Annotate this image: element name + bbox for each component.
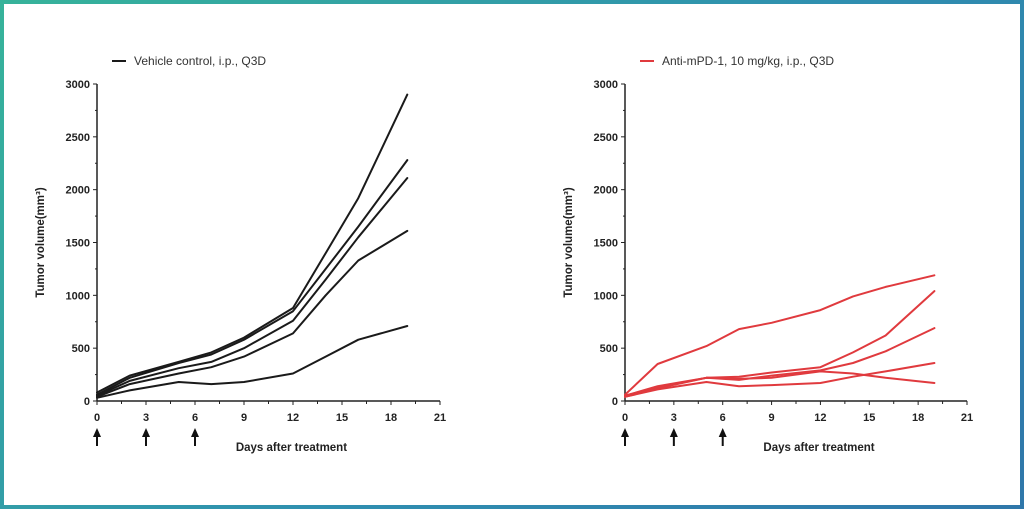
axes: 0 500 1000 1500 2000 2500 3000 0 3 6 9 12 15 18 21 — [66, 79, 447, 424]
dosing-arrow-icon — [718, 428, 727, 446]
y-tick-label: 0 — [84, 396, 90, 408]
dosing-arrows — [621, 428, 727, 446]
y-tick-label: 2500 — [66, 132, 90, 144]
series-lines — [624, 274, 936, 398]
x-tick-label: 12 — [287, 412, 299, 424]
series-line-2 — [624, 290, 936, 397]
legend-label: Vehicle control, i.p., Q3D — [134, 54, 266, 68]
y-tick-label: 1000 — [594, 290, 618, 302]
series-line-5 — [624, 362, 936, 398]
x-tick-label: 12 — [814, 412, 826, 424]
y-tick-label: 3000 — [594, 79, 618, 91]
y-axis-title: Tumor volume(mm³) — [563, 187, 575, 297]
y-tick-label: 2500 — [594, 132, 618, 144]
x-axis-title: Days after treatment — [236, 442, 347, 454]
x-tick-label: 18 — [912, 412, 924, 424]
y-tick-label: 2000 — [594, 185, 618, 197]
dosing-arrow-icon — [142, 428, 150, 446]
x-tick-label: 6 — [192, 412, 198, 424]
series-line-1 — [96, 93, 409, 394]
x-tick-label: 6 — [720, 412, 726, 424]
anti-mpd1-panel: Anti-mPD-1, 10 mg/kg, i.p., Q3D Tumor vo… — [563, 54, 973, 454]
y-axis-title: Tumor volume(mm³) — [35, 187, 47, 297]
y-tick-label: 500 — [600, 343, 618, 355]
x-axis-title: Days after treatment — [763, 442, 874, 454]
y-tick-label: 3000 — [66, 79, 90, 91]
series-line-2 — [96, 159, 409, 396]
series-line-5 — [96, 325, 409, 399]
dosing-arrow-icon — [669, 428, 678, 446]
y-tick-label: 1500 — [66, 238, 90, 250]
series-line-4 — [96, 229, 409, 398]
dosing-arrow-icon — [191, 428, 199, 446]
x-tick-label: 9 — [241, 412, 247, 424]
x-tick-label: 15 — [863, 412, 875, 424]
legend: Anti-mPD-1, 10 mg/kg, i.p., Q3D — [640, 54, 834, 68]
y-tick-label: 2000 — [66, 185, 90, 197]
x-tick-label: 0 — [94, 412, 100, 424]
x-tick-label: 0 — [622, 412, 628, 424]
y-tick-label: 1500 — [594, 238, 618, 250]
vehicle-control-panel: Vehicle control, i.p., Q3D Tumor volume(… — [35, 54, 446, 454]
x-tick-label: 21 — [961, 412, 973, 424]
series-lines — [96, 93, 409, 399]
x-tick-label: 21 — [434, 412, 446, 424]
y-tick-label: 0 — [612, 396, 618, 408]
y-tick-label: 1000 — [66, 290, 90, 302]
series-line-4 — [624, 370, 936, 398]
series-line-1 — [624, 274, 936, 396]
x-tick-label: 15 — [336, 412, 348, 424]
axes: 0 500 1000 1500 2000 2500 3000 0 3 6 9 12 15 18 21 — [594, 79, 974, 424]
legend-label: Anti-mPD-1, 10 mg/kg, i.p., Q3D — [662, 54, 834, 68]
dosing-arrows — [93, 428, 199, 446]
dosing-arrow-icon — [621, 428, 629, 446]
x-tick-label: 3 — [143, 412, 149, 424]
x-tick-label: 9 — [769, 412, 775, 424]
x-tick-label: 18 — [385, 412, 397, 424]
y-tick-label: 500 — [72, 343, 90, 355]
series-line-3 — [96, 177, 409, 397]
dosing-arrow-icon — [93, 428, 101, 446]
legend: Vehicle control, i.p., Q3D — [112, 54, 266, 68]
x-tick-label: 3 — [671, 412, 677, 424]
